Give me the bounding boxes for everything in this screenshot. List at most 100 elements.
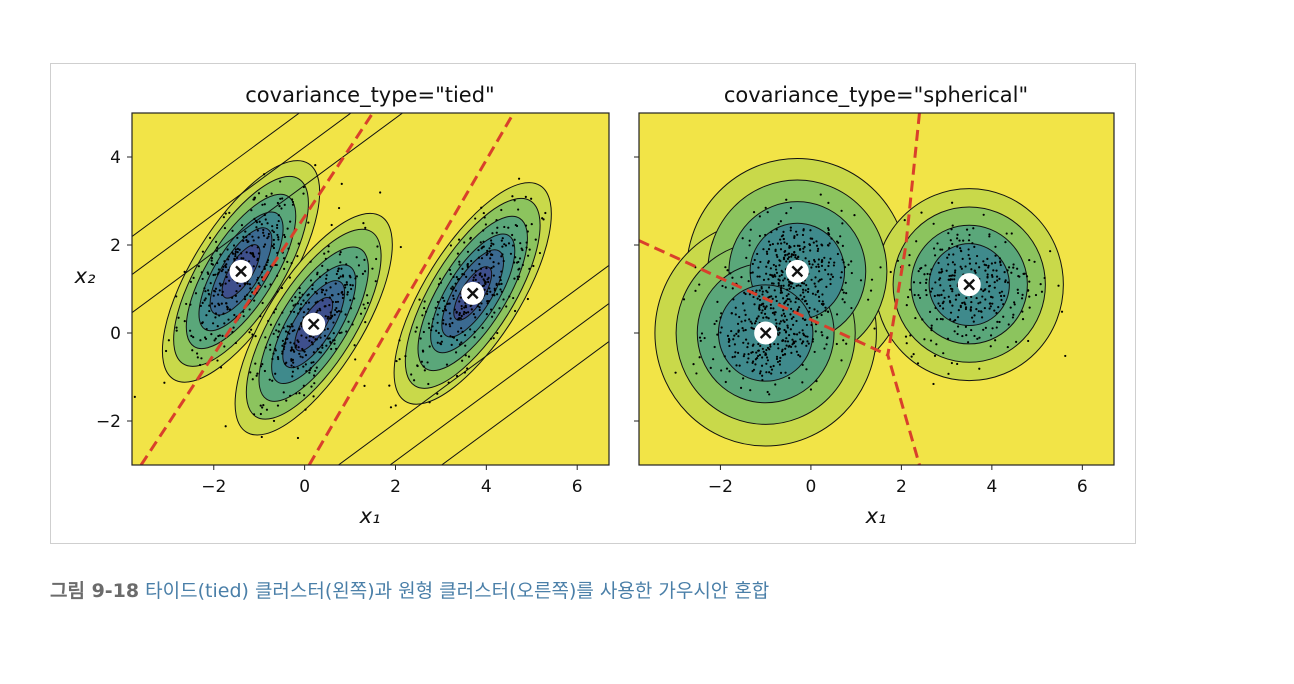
spherical-sample-point: [938, 271, 941, 274]
tied-sample-point: [308, 371, 311, 374]
spherical-sample-point: [783, 315, 787, 318]
tied-sample-point: [513, 261, 516, 264]
spherical-sample-point: [775, 357, 779, 361]
tied-sample-point: [277, 219, 280, 223]
tied-sample-point: [280, 286, 284, 290]
spherical-sample-point: [820, 264, 824, 267]
spherical-sample-point: [754, 358, 757, 361]
spherical-sample-point: [968, 262, 972, 265]
spherical-sample-point: [953, 271, 957, 274]
caption-label: 그림 9-18: [50, 580, 140, 602]
spherical-sample-point: [913, 293, 916, 297]
spherical-sample-point: [789, 300, 792, 303]
tied-sample-point: [304, 408, 307, 411]
tied-sample-point: [272, 230, 276, 234]
tied-sample-point: [221, 293, 224, 297]
tied-sample-point: [292, 304, 295, 307]
tied-sample-point: [349, 307, 353, 310]
spherical-sample-point: [734, 306, 737, 309]
spherical-sample-point: [743, 309, 746, 312]
spherical-sample-point: [1006, 345, 1009, 349]
spherical-sample-point: [792, 332, 796, 335]
tied-sample-point: [246, 282, 249, 285]
spherical-sample-point: [959, 265, 962, 268]
spherical-sample-point: [743, 291, 746, 294]
spherical-sample-point: [976, 337, 979, 340]
spherical-sample-point: [1060, 310, 1064, 313]
spherical-sample-point: [970, 295, 973, 298]
tied-contour-line: [440, 340, 609, 465]
spherical-sample-point: [779, 320, 782, 323]
spherical-sample-point: [799, 338, 802, 341]
tied-sample-point: [263, 243, 267, 246]
tied-sample-point: [228, 279, 231, 282]
tied-sample-point: [246, 240, 249, 244]
tied-sample-point: [208, 293, 211, 296]
spherical-sample-point: [726, 269, 729, 272]
spherical-sample-point: [987, 266, 990, 269]
spherical-sample-point: [741, 237, 744, 240]
spherical-sample-point: [734, 313, 737, 316]
spherical-sample-point: [790, 253, 794, 256]
tied-sample-point: [296, 339, 299, 342]
spherical-sample-point: [770, 368, 774, 371]
spherical-sample-point: [936, 294, 939, 297]
spherical-sample-point: [930, 268, 933, 271]
spherical-sample-point: [774, 295, 778, 298]
spherical-sample-point: [962, 239, 965, 242]
tied-sample-point: [290, 358, 293, 361]
spherical-sample-point: [981, 295, 984, 298]
spherical-sample-point: [778, 322, 781, 325]
spherical-sample-point: [737, 330, 740, 333]
spherical-sample-point: [817, 280, 820, 283]
spherical-x-tick-label: 0: [805, 477, 816, 497]
spherical-sample-point: [709, 366, 712, 369]
tied-sample-point: [276, 223, 279, 227]
tied-sample-point: [331, 315, 334, 318]
spherical-sample-point: [964, 265, 967, 268]
spherical-sample-point: [949, 318, 952, 321]
spherical-sample-point: [1002, 303, 1005, 306]
tied-sample-point: [296, 302, 300, 305]
tied-sample-point: [302, 192, 305, 195]
tied-sample-point: [483, 216, 486, 219]
tied-sample-point: [428, 401, 431, 404]
spherical-sample-point: [780, 242, 783, 245]
tied-sample-point: [316, 347, 319, 350]
tied-sample-point: [312, 374, 316, 377]
spherical-sample-point: [1028, 306, 1031, 309]
tied-sample-point: [486, 292, 489, 296]
spherical-sample-point: [1057, 284, 1060, 287]
tied-sample-point: [302, 365, 305, 368]
tied-sample-point: [272, 246, 276, 250]
tied-sample-point: [341, 274, 345, 277]
spherical-sample-point: [775, 299, 778, 303]
spherical-sample-point: [733, 334, 736, 337]
tied-sample-point: [464, 344, 467, 347]
spherical-sample-point: [827, 228, 830, 232]
spherical-sample-point: [873, 327, 876, 330]
spherical-sample-point: [956, 325, 960, 328]
tied-sample-point: [249, 287, 252, 290]
spherical-sample-point: [956, 245, 959, 248]
tied-sample-point: [313, 382, 316, 385]
spherical-sample-point: [749, 271, 752, 275]
spherical-sample-point: [985, 281, 989, 284]
spherical-sample-point: [1000, 298, 1003, 302]
spherical-sample-point: [940, 268, 943, 271]
spherical-sample-point: [996, 279, 999, 282]
spherical-sample-point: [782, 312, 786, 315]
tied-sample-point: [353, 344, 356, 347]
tied-sample-point: [489, 308, 493, 311]
spherical-sample-point: [813, 258, 816, 262]
tied-sample-point: [221, 334, 224, 338]
tied-sample-point: [331, 300, 334, 304]
tied-sample-point: [282, 326, 285, 329]
tied-sample-point: [163, 381, 166, 384]
tied-sample-point: [252, 198, 255, 201]
tied-sample-point: [482, 229, 485, 232]
spherical-sample-point: [716, 300, 719, 303]
tied-sample-point: [447, 381, 450, 384]
tied-sample-point: [265, 408, 269, 411]
spherical-sample-point: [973, 245, 976, 248]
